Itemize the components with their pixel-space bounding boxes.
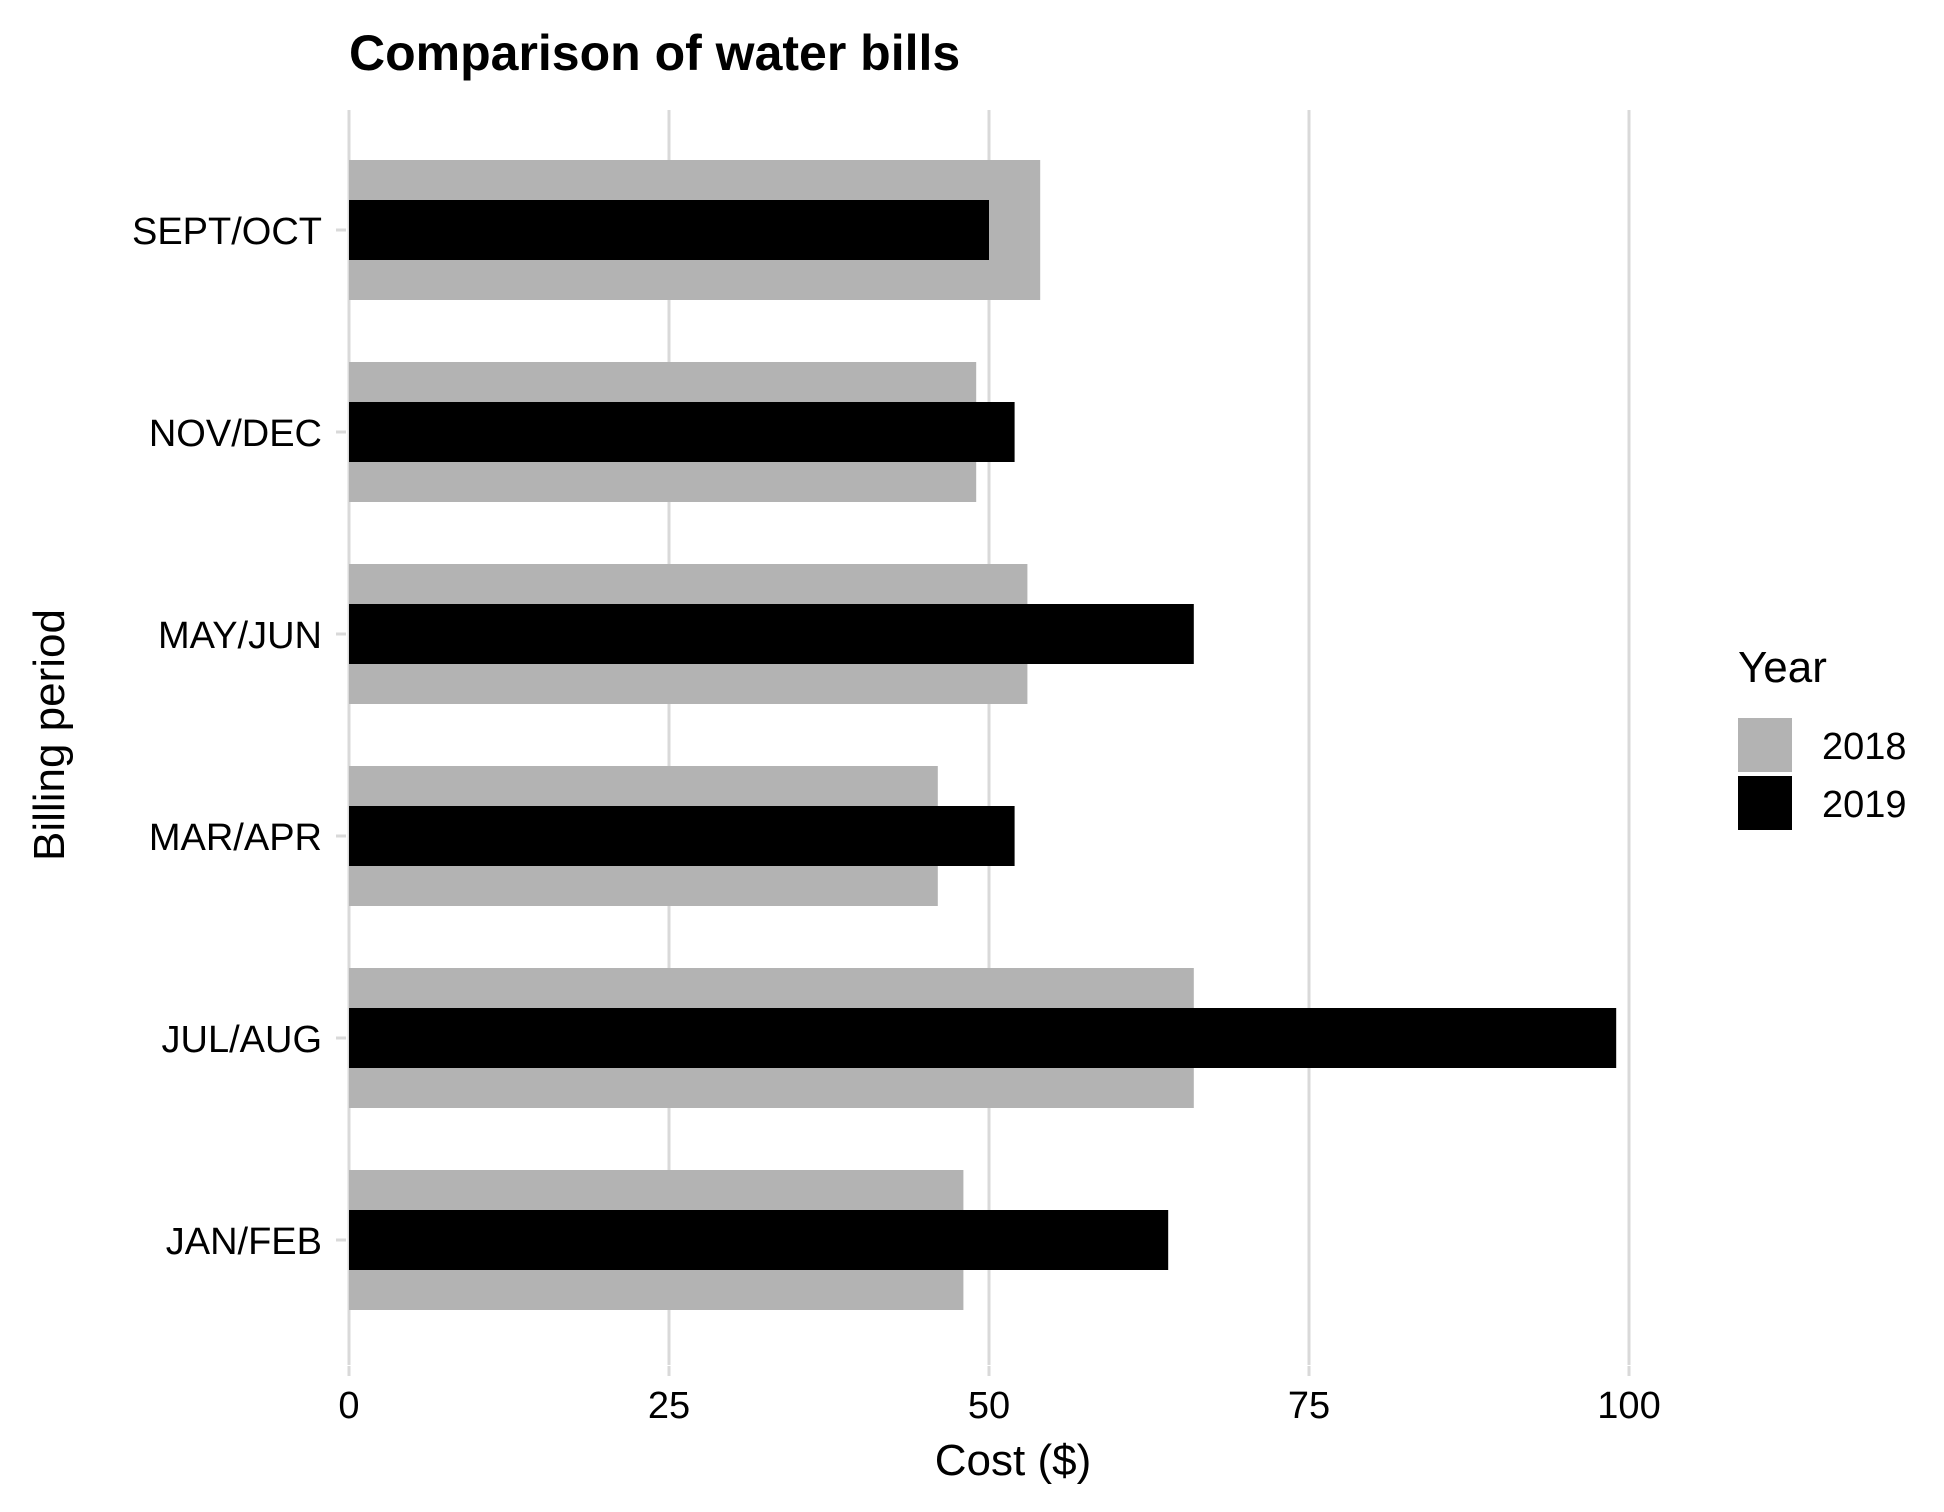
y-tick-label: MAR/APR (149, 817, 322, 859)
legend-label-2019: 2019 (1822, 784, 1907, 826)
bar-2019 (349, 402, 1015, 462)
legend-label-2018: 2018 (1822, 726, 1907, 768)
x-tick-label: 25 (648, 1385, 690, 1427)
x-axis-title: Cost ($) (935, 1436, 1091, 1485)
y-axis-title: Billing period (25, 609, 74, 861)
legend-title: Year (1738, 643, 1827, 692)
y-tick-label: JAN/FEB (166, 1221, 322, 1263)
y-axis: JAN/FEB JUL/AUG MAR/APR MAY/JUN NOV/DEC SEPT/… (132, 211, 346, 1263)
x-tick-label: 0 (338, 1385, 359, 1427)
y-tick-label: MAY/JUN (158, 615, 322, 657)
legend-swatch-2018 (1738, 718, 1792, 772)
x-tick-label: 75 (1288, 1385, 1330, 1427)
bar-2019 (349, 1008, 1617, 1068)
x-tick-label: 50 (968, 1385, 1010, 1427)
x-tick-label: 100 (1597, 1385, 1660, 1427)
bar-2019 (349, 806, 1015, 866)
grid-lines (347, 110, 1631, 1365)
legend-swatch-2019 (1738, 776, 1792, 830)
x-axis: 0 25 50 75 100 (338, 1366, 1661, 1427)
bar-2019 (349, 604, 1194, 664)
y-tick-label: NOV/DEC (149, 413, 322, 455)
bars (349, 160, 1617, 1310)
chart-title: Comparison of water bills (349, 25, 960, 81)
y-tick-label: JUL/AUG (162, 1019, 322, 1061)
bar-2019 (349, 200, 989, 260)
legend: Year 2018 2019 (1738, 643, 1907, 830)
y-tick-label: SEPT/OCT (132, 211, 322, 253)
bar-2019 (349, 1210, 1169, 1270)
